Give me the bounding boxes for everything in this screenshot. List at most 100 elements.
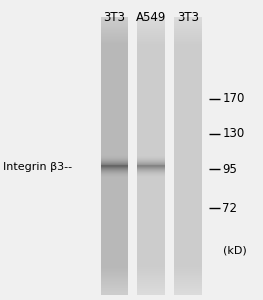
Bar [100, 239, 128, 241]
Bar [137, 161, 165, 162]
Bar [137, 93, 165, 95]
Bar [100, 136, 128, 137]
Bar [100, 51, 128, 52]
Bar [100, 286, 128, 288]
Bar [137, 64, 165, 65]
Bar [100, 234, 128, 235]
Bar [100, 92, 128, 93]
Bar [100, 196, 128, 197]
Bar [137, 203, 165, 205]
Bar [100, 214, 128, 215]
Bar [174, 204, 202, 206]
Bar [137, 238, 165, 240]
Bar [137, 140, 165, 141]
Bar [100, 128, 128, 130]
Bar [100, 179, 128, 181]
Bar [100, 211, 128, 212]
Bar [100, 73, 128, 74]
Bar [174, 130, 202, 132]
Bar [100, 264, 128, 266]
Bar [174, 142, 202, 144]
Bar [137, 115, 165, 116]
Bar [174, 121, 202, 122]
Bar [137, 180, 165, 181]
Bar [100, 92, 128, 94]
Bar [137, 57, 165, 59]
Bar [174, 157, 202, 158]
Bar [100, 22, 128, 23]
Bar [174, 126, 202, 127]
Bar [174, 177, 202, 179]
Bar [137, 50, 165, 51]
Bar [174, 190, 202, 191]
Bar [137, 162, 165, 163]
Bar [100, 43, 128, 45]
Bar [100, 173, 128, 174]
Bar [174, 53, 202, 55]
Bar [100, 225, 128, 226]
Bar [100, 144, 128, 145]
Bar [137, 187, 165, 188]
Bar [100, 209, 128, 210]
Bar [100, 292, 128, 294]
Bar [174, 61, 202, 62]
Bar [174, 202, 202, 203]
Bar [100, 141, 128, 143]
Bar [100, 143, 128, 145]
Bar [137, 166, 165, 168]
Bar [174, 207, 202, 208]
Bar [174, 195, 202, 196]
Bar [137, 147, 165, 148]
Bar [174, 238, 202, 240]
Bar [174, 273, 202, 274]
Bar [137, 238, 165, 239]
Bar [174, 266, 202, 268]
Bar [137, 83, 165, 85]
Bar [174, 127, 202, 128]
Bar [100, 170, 128, 172]
Bar [137, 253, 165, 255]
Bar [137, 43, 165, 45]
Bar [174, 114, 202, 115]
Bar [137, 196, 165, 197]
Bar [137, 128, 165, 129]
Bar [137, 17, 165, 19]
Bar [137, 217, 165, 219]
Bar [137, 293, 165, 295]
Bar [174, 80, 202, 81]
Bar [137, 140, 165, 142]
Bar [137, 34, 165, 35]
Bar [137, 77, 165, 79]
Bar [100, 77, 128, 79]
Bar [174, 218, 202, 220]
Bar [137, 149, 165, 150]
Bar [100, 39, 128, 40]
Bar [100, 128, 128, 129]
Bar [174, 278, 202, 280]
Bar [100, 142, 128, 144]
Bar [174, 63, 202, 64]
Bar [137, 204, 165, 206]
Text: 130: 130 [222, 127, 245, 140]
Bar [100, 95, 128, 97]
Bar [100, 271, 128, 272]
Bar [137, 192, 165, 194]
Bar [174, 28, 202, 30]
Bar [137, 121, 165, 122]
Bar [100, 290, 128, 291]
Bar [137, 89, 165, 90]
Bar [137, 276, 165, 278]
Bar [174, 145, 202, 146]
Bar [137, 39, 165, 40]
Bar [174, 152, 202, 153]
Bar [174, 268, 202, 269]
Bar [174, 202, 202, 204]
Bar [174, 224, 202, 225]
Bar [100, 227, 128, 229]
Bar [137, 120, 165, 122]
Bar [174, 93, 202, 95]
Bar [100, 256, 128, 257]
Bar [174, 178, 202, 180]
Bar [174, 238, 202, 239]
Bar [100, 140, 128, 141]
